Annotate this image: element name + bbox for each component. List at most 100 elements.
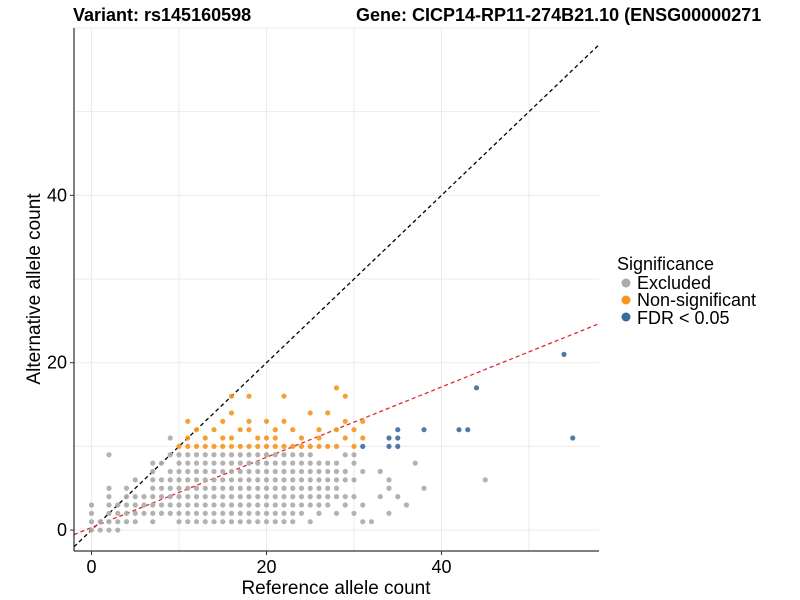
data-point <box>176 452 182 458</box>
data-point <box>307 468 313 475</box>
chart-title-gene: Gene: CICP14-RP11-274B21.10 (ENSG0000027… <box>356 5 761 25</box>
data-point <box>237 519 243 525</box>
data-point <box>246 494 252 500</box>
data-point <box>333 510 340 516</box>
data-point <box>106 494 112 500</box>
data-point <box>193 502 200 508</box>
data-point <box>281 485 287 491</box>
data-point <box>176 510 182 516</box>
data-point <box>185 477 191 483</box>
data-point <box>281 452 287 458</box>
legend-label-fdr: FDR < 0.05 <box>637 308 730 328</box>
data-point <box>176 519 182 525</box>
data-point <box>176 443 182 449</box>
data-point <box>360 418 366 424</box>
data-point <box>237 477 243 483</box>
data-point <box>342 452 348 458</box>
series-non-significant <box>176 385 366 449</box>
data-point <box>351 452 357 458</box>
data-point <box>237 460 243 466</box>
data-point <box>202 435 208 441</box>
data-point <box>176 485 182 491</box>
data-point <box>342 502 348 508</box>
data-point <box>228 519 235 525</box>
data-point <box>88 502 95 508</box>
data-point <box>150 494 156 500</box>
legend-title: Significance <box>617 254 714 274</box>
data-point <box>106 519 112 525</box>
data-point <box>298 435 305 441</box>
data-point <box>237 468 243 475</box>
data-point <box>412 460 418 466</box>
data-point <box>395 435 401 441</box>
data-point <box>272 443 278 449</box>
data-point <box>351 460 357 466</box>
data-point <box>333 468 340 475</box>
data-point <box>150 468 156 475</box>
data-point <box>141 510 147 516</box>
data-point <box>298 452 305 458</box>
data-point <box>316 435 322 441</box>
data-point <box>421 485 427 491</box>
data-point <box>246 427 252 433</box>
data-point <box>106 510 112 516</box>
data-point <box>316 468 322 475</box>
data-point <box>185 468 191 475</box>
data-point <box>158 460 165 466</box>
data-point <box>290 468 296 475</box>
data-point <box>263 460 270 466</box>
data-point <box>307 460 313 466</box>
data-point <box>167 494 173 500</box>
data-point <box>202 485 208 491</box>
data-point <box>325 477 331 483</box>
data-point <box>281 418 287 424</box>
data-point <box>351 494 357 500</box>
data-point <box>211 427 217 433</box>
data-point <box>333 485 340 491</box>
data-point <box>211 485 217 491</box>
data-point <box>237 443 243 449</box>
data-point <box>106 452 112 458</box>
data-point <box>333 460 340 466</box>
data-point <box>307 485 313 491</box>
data-point <box>150 510 156 516</box>
data-point <box>307 519 313 525</box>
data-point <box>220 460 226 466</box>
data-point <box>281 443 287 449</box>
data-point <box>167 468 173 475</box>
data-point <box>386 435 392 441</box>
data-point <box>473 385 480 391</box>
data-point <box>298 443 305 449</box>
data-point <box>263 468 270 475</box>
data-point <box>263 443 270 449</box>
data-point <box>158 485 165 491</box>
data-point <box>342 393 348 399</box>
data-point <box>185 452 191 458</box>
data-point <box>272 494 278 500</box>
data-point <box>333 443 340 449</box>
data-point <box>272 485 278 491</box>
data-point <box>106 502 112 508</box>
data-point <box>97 519 103 525</box>
data-point <box>263 519 270 525</box>
data-point <box>272 435 278 441</box>
data-point <box>333 427 340 433</box>
data-point <box>176 460 182 466</box>
data-point <box>176 468 182 475</box>
series-fdr-0-05 <box>360 351 576 449</box>
data-point <box>351 477 357 483</box>
chart-title-variant: Variant: rs145160598 <box>73 5 251 25</box>
data-point <box>263 494 270 500</box>
data-point <box>281 460 287 466</box>
data-point <box>386 485 392 491</box>
data-point <box>325 502 331 508</box>
data-point <box>220 494 226 500</box>
data-point <box>570 435 576 441</box>
data-point <box>360 519 366 525</box>
data-point <box>298 494 305 500</box>
data-point <box>263 477 270 483</box>
data-point <box>88 510 95 516</box>
data-point <box>316 460 322 466</box>
data-point <box>342 435 348 441</box>
data-point <box>185 510 191 516</box>
